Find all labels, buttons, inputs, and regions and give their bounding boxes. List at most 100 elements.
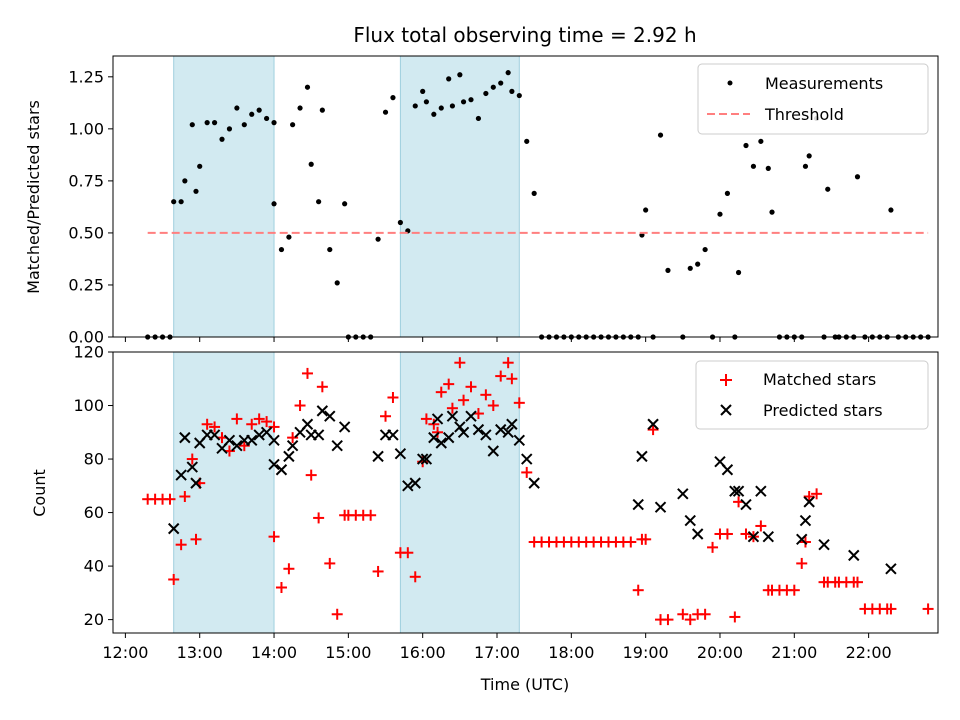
- measurement-point: [665, 267, 671, 273]
- predicted-stars-point: [442, 431, 455, 444]
- matched-stars-point: [261, 416, 273, 428]
- matched-stars-point: [755, 520, 767, 532]
- matched-stars-point: [316, 381, 328, 393]
- measurement-point: [475, 115, 482, 122]
- measurement-point: [498, 80, 504, 86]
- x-tick-label: 19:00: [623, 643, 669, 662]
- measurement-point: [234, 105, 240, 111]
- matched-stars-point: [454, 357, 466, 369]
- measurement-point: [375, 236, 381, 242]
- matched-stars-point: [301, 367, 313, 379]
- observing-window-2: [399, 55, 520, 338]
- measurement-point: [204, 120, 210, 126]
- matched-stars-point: [721, 528, 733, 540]
- matched-stars-point: [287, 432, 299, 444]
- matched-stars-point: [275, 582, 287, 594]
- matched-stars-point: [506, 373, 518, 385]
- measurement-point: [702, 246, 708, 253]
- y-tick-label: 100: [73, 396, 104, 415]
- matched-stars-point: [409, 571, 421, 583]
- measurement-point: [342, 201, 348, 207]
- measurement-point: [449, 103, 456, 109]
- y-tick-label: 20: [84, 610, 104, 629]
- predicted-stars-point: [190, 477, 202, 489]
- matched-stars-point: [803, 491, 815, 503]
- measurement-point: [765, 165, 771, 171]
- matched-stars-point: [851, 576, 863, 588]
- measurement-point: [256, 107, 262, 113]
- predicted-stars-point: [528, 477, 540, 489]
- x-tick-label: 18:00: [548, 643, 594, 662]
- legend-threshold-label: Threshold: [764, 105, 844, 124]
- measurement-point: [643, 207, 649, 213]
- matched-stars-point: [487, 400, 499, 412]
- matched-stars-point: [268, 421, 280, 433]
- measurement-point: [334, 280, 340, 286]
- matched-stars-point: [186, 453, 198, 465]
- measurement-point: [226, 126, 233, 132]
- predicted-stars-point: [684, 514, 696, 527]
- predicted-stars-point: [312, 429, 325, 441]
- matched-stars-point: [513, 397, 525, 409]
- measurement-point: [171, 199, 177, 205]
- measurement-point: [304, 84, 311, 90]
- predicted-stars-point: [472, 423, 485, 436]
- predicted-stars-point: [253, 429, 265, 441]
- measurement-point: [524, 138, 530, 144]
- measurement-point: [483, 90, 489, 97]
- predicted-stars-point: [457, 426, 470, 438]
- matched-stars-point: [190, 533, 202, 545]
- top-legend: Measurements Threshold: [697, 63, 929, 135]
- predicted-stars-point: [446, 410, 459, 422]
- measurement-point: [743, 142, 749, 149]
- measurement-point: [420, 88, 426, 94]
- predicted-stars-point: [316, 405, 329, 417]
- bottom-legend: Matched stars Predicted stars: [695, 360, 929, 430]
- predicted-stars-point: [521, 453, 533, 465]
- legend-matched-marker: [720, 374, 732, 386]
- top-observing-windows: [173, 55, 520, 338]
- matched-stars-point: [331, 608, 343, 620]
- predicted-stars-point: [796, 533, 808, 546]
- predicted-stars-point: [394, 447, 407, 460]
- matched-stars-point: [677, 608, 689, 620]
- measurement-point: [297, 105, 303, 111]
- measurement-point: [308, 161, 314, 167]
- matched-stars-point: [432, 426, 444, 438]
- bottom-y-axis-label: Count: [30, 469, 49, 517]
- matched-stars-point: [495, 370, 507, 382]
- predicted-stars-point: [435, 437, 447, 449]
- measurement-point: [468, 97, 474, 103]
- matched-stars-point: [365, 509, 377, 521]
- measurement-point: [219, 136, 225, 142]
- matched-stars-point: [179, 491, 191, 503]
- measurement-point: [316, 199, 322, 205]
- matched-stars-point: [380, 410, 392, 422]
- predicted-stars-point: [283, 450, 295, 463]
- bottom-y-axis: 20 40 60 80 100 120: [73, 343, 113, 629]
- measurement-point: [509, 88, 515, 94]
- predicted-stars-point: [732, 485, 745, 497]
- measurement-point: [271, 201, 277, 207]
- observing-window-2: [399, 351, 520, 634]
- bottom-legend-box: [695, 360, 929, 430]
- matched-stars-point: [458, 394, 470, 406]
- matched-stars-point: [885, 603, 897, 615]
- bottom-x-axis: 12:00 13:00 14:00 15:00 16:00 17:00 18:00 19:00…: [102, 633, 892, 662]
- y-tick-label: 80: [84, 450, 104, 469]
- legend-measurements-marker: [727, 80, 733, 86]
- measurement-point: [735, 269, 742, 276]
- measurement-point: [769, 209, 775, 215]
- matched-stars-point: [647, 424, 659, 436]
- predicted-stars-point: [885, 563, 897, 575]
- x-tick-label: 15:00: [325, 643, 371, 662]
- predicted-stars-point: [179, 431, 191, 444]
- measurement-point: [446, 76, 452, 82]
- predicted-stars-point: [331, 439, 343, 452]
- observing-window-1: [173, 351, 275, 634]
- predicted-stars-point: [275, 464, 288, 476]
- predicted-stars-point: [506, 418, 518, 430]
- predicted-stars-point: [208, 429, 221, 441]
- predicted-stars-point: [416, 453, 429, 465]
